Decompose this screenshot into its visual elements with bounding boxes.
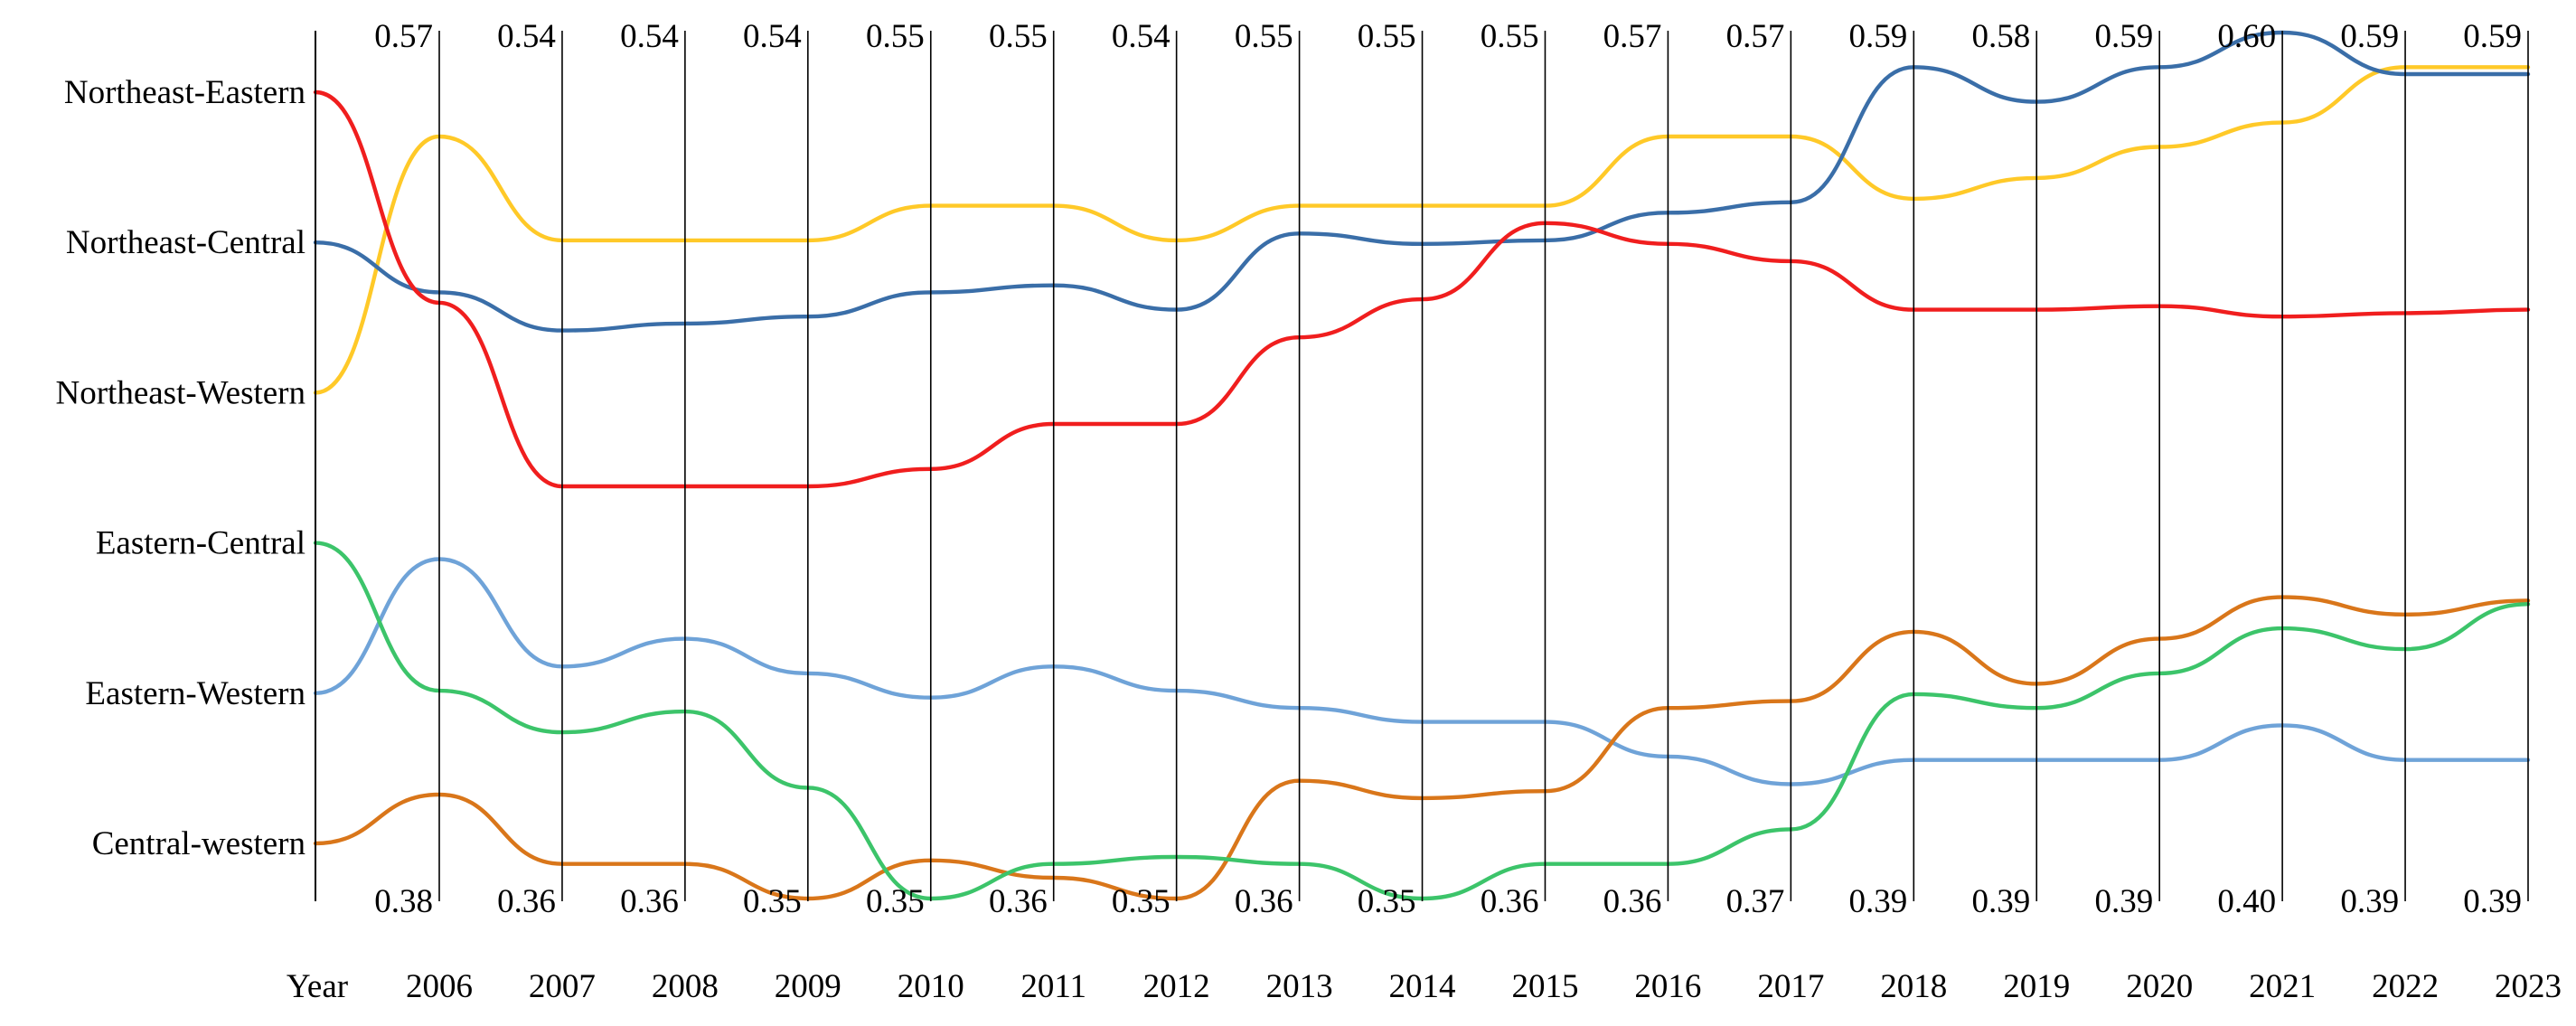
- series-line-northeast-eastern: [313, 89, 2531, 489]
- min-value-label-2023: 0.39: [2463, 883, 2522, 920]
- chart-labels: Central-western Eastern-Western Eastern-Ce…: [56, 18, 2562, 1005]
- max-value-label-2017: 0.57: [1726, 18, 1785, 55]
- year-label-2023: 2023: [2495, 968, 2562, 1005]
- max-value-label-2006: 0.57: [374, 18, 433, 55]
- min-value-label-2016: 0.36: [1603, 883, 1662, 920]
- year-label-2022: 2022: [2372, 968, 2439, 1005]
- category-label-northeast-eastern: Northeast-Eastern: [64, 74, 306, 111]
- max-value-label-2012: 0.54: [1112, 18, 1170, 55]
- year-label-2007: 2007: [529, 968, 596, 1005]
- min-value-label-2010: 0.35: [866, 883, 925, 920]
- min-value-label-2011: 0.36: [989, 883, 1048, 920]
- year-label-2006: 2006: [406, 968, 473, 1005]
- category-label-eastern-western: Eastern-Western: [85, 675, 306, 712]
- axis-name-year: Year: [287, 968, 348, 1005]
- max-value-label-2010: 0.55: [866, 18, 925, 55]
- category-label-central-western: Central-western: [92, 825, 306, 862]
- category-label-eastern-central: Eastern-Central: [96, 525, 306, 562]
- year-label-2017: 2017: [1757, 968, 1824, 1005]
- year-label-2013: 2013: [1266, 968, 1333, 1005]
- min-value-label-2022: 0.39: [2340, 883, 2399, 920]
- max-value-label-2014: 0.55: [1358, 18, 1416, 55]
- min-value-label-2014: 0.35: [1358, 883, 1416, 920]
- year-label-2012: 2012: [1143, 968, 1210, 1005]
- min-value-label-2015: 0.36: [1481, 883, 1539, 920]
- max-value-label-2023: 0.59: [2463, 18, 2522, 55]
- min-value-label-2019: 0.39: [1971, 883, 2030, 920]
- min-value-label-2021: 0.40: [2217, 883, 2276, 920]
- year-label-2014: 2014: [1389, 968, 1456, 1005]
- category-label-northeast-western: Northeast-Western: [56, 374, 306, 411]
- year-label-2021: 2021: [2249, 968, 2316, 1005]
- year-label-2020: 2020: [2126, 968, 2193, 1005]
- min-value-label-2009: 0.35: [743, 883, 802, 920]
- min-value-label-2008: 0.36: [620, 883, 679, 920]
- max-value-label-2019: 0.58: [1971, 18, 2030, 55]
- max-value-label-2018: 0.59: [1849, 18, 1908, 55]
- year-label-2010: 2010: [898, 968, 964, 1005]
- year-label-2008: 2008: [652, 968, 719, 1005]
- year-label-2015: 2015: [1512, 968, 1579, 1005]
- min-value-label-2006: 0.38: [374, 883, 433, 920]
- category-label-northeast-central: Northeast-Central: [66, 224, 306, 261]
- max-value-label-2015: 0.55: [1481, 18, 1539, 55]
- series-line-eastern-central: [313, 541, 2531, 901]
- year-label-2018: 2018: [1880, 968, 1947, 1005]
- max-value-label-2022: 0.59: [2340, 18, 2399, 55]
- min-value-label-2012: 0.35: [1112, 883, 1170, 920]
- max-value-label-2016: 0.57: [1603, 18, 1662, 55]
- min-value-label-2007: 0.36: [497, 883, 556, 920]
- max-value-label-2009: 0.54: [743, 18, 802, 55]
- max-value-label-2020: 0.59: [2094, 18, 2153, 55]
- year-axis-lines: [315, 31, 2529, 901]
- max-value-label-2013: 0.55: [1235, 18, 1293, 55]
- year-label-2009: 2009: [775, 968, 841, 1005]
- series-line-northeast-western: [313, 65, 2531, 395]
- year-label-2019: 2019: [2003, 968, 2070, 1005]
- max-value-label-2007: 0.54: [497, 18, 556, 55]
- max-value-label-2011: 0.55: [989, 18, 1048, 55]
- max-value-label-2008: 0.54: [620, 18, 679, 55]
- year-label-2016: 2016: [1634, 968, 1701, 1005]
- min-value-label-2020: 0.39: [2094, 883, 2153, 920]
- min-value-label-2018: 0.39: [1849, 883, 1908, 920]
- min-value-label-2017: 0.37: [1726, 883, 1785, 920]
- min-value-label-2013: 0.36: [1235, 883, 1293, 920]
- max-value-label-2021: 0.60: [2217, 18, 2276, 55]
- year-label-2011: 2011: [1020, 968, 1086, 1005]
